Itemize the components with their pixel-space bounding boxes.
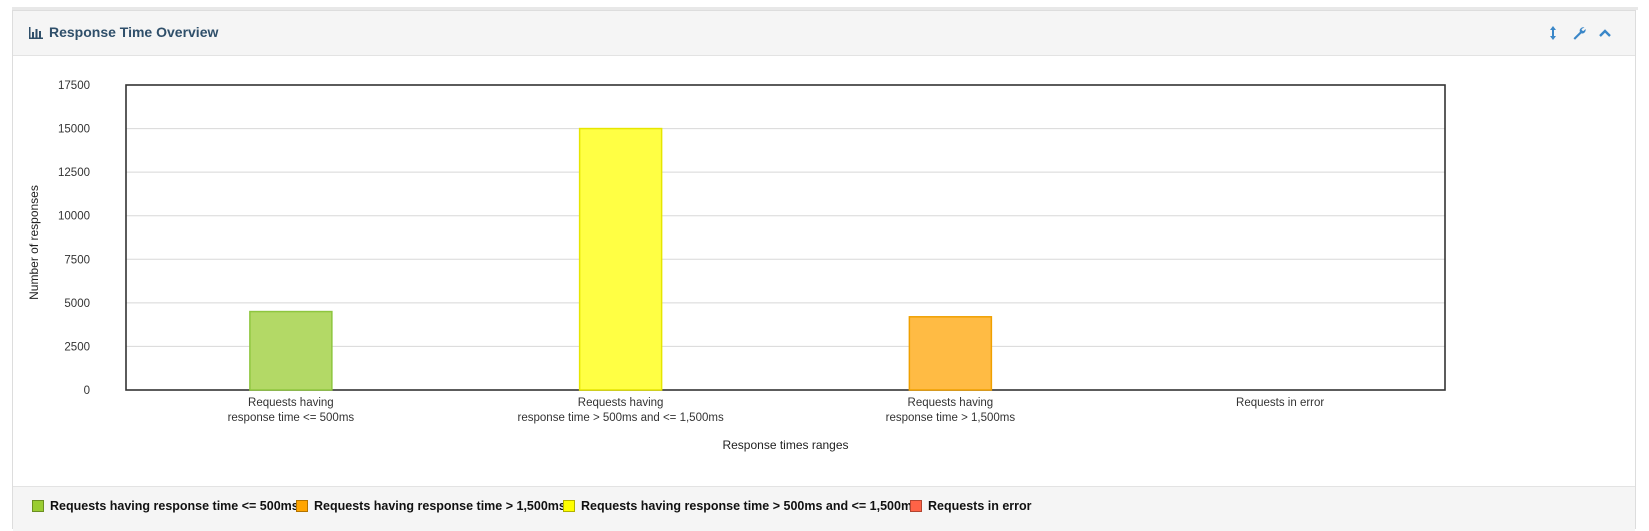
panel-title: Response Time Overview bbox=[49, 24, 219, 40]
legend-swatch bbox=[296, 500, 308, 512]
bar bbox=[249, 310, 333, 391]
legend-label: Requests having response time > 1,500ms bbox=[314, 499, 566, 513]
chart-area: 0 2500 5000 7500 10000 12500 15000 17500 Request… bbox=[13, 56, 1637, 476]
legend-swatch bbox=[910, 500, 922, 512]
legend-item[interactable]: Requests having response time > 1,500ms bbox=[296, 499, 566, 513]
y-tick-label: 2500 bbox=[64, 341, 90, 353]
x-tick-label: Requests in error bbox=[1236, 397, 1324, 409]
chart-legend: Requests having response time <= 500ms R… bbox=[13, 486, 1635, 531]
top-divider bbox=[12, 7, 1638, 10]
y-tick-label: 0 bbox=[84, 385, 90, 397]
wrench-icon[interactable] bbox=[1571, 25, 1587, 41]
bar-chart: 0 2500 5000 7500 10000 12500 15000 17500 Request… bbox=[27, 80, 1446, 452]
x-tick-label: Requests having bbox=[578, 397, 664, 409]
legend-item[interactable]: Requests in error bbox=[910, 499, 1032, 513]
x-tick-label: Requests having bbox=[248, 397, 334, 409]
y-axis-title: Number of responses bbox=[27, 185, 41, 300]
x-tick-label: Requests having bbox=[908, 397, 994, 409]
legend-label: Requests having response time <= 500ms bbox=[50, 499, 299, 513]
legend-label: Requests in error bbox=[928, 499, 1032, 513]
chevron-up-icon[interactable] bbox=[1597, 25, 1613, 41]
x-tick-label: response time > 1,500ms bbox=[886, 412, 1016, 424]
y-tick-label: 10000 bbox=[58, 211, 90, 223]
bar-chart-icon bbox=[29, 27, 43, 39]
expand-vertical-icon[interactable] bbox=[1545, 25, 1561, 41]
y-tick-label: 15000 bbox=[58, 124, 90, 136]
legend-item[interactable]: Requests having response time > 500ms an… bbox=[563, 499, 919, 513]
x-axis-title: Response times ranges bbox=[722, 438, 848, 452]
x-tick-label: response time <= 500ms bbox=[228, 412, 355, 424]
legend-swatch bbox=[32, 500, 44, 512]
panel-header: Response Time Overview bbox=[13, 11, 1635, 56]
y-tick-label: 7500 bbox=[64, 254, 90, 266]
x-tick-label: response time > 500ms and <= 1,500ms bbox=[518, 412, 724, 424]
bar bbox=[908, 316, 993, 391]
bar bbox=[578, 127, 663, 391]
legend-swatch bbox=[563, 500, 575, 512]
y-tick-label: 17500 bbox=[58, 80, 90, 92]
response-time-panel: Response Time Overview 0 2500 5000 7500 1000… bbox=[12, 10, 1637, 531]
plot-border bbox=[125, 84, 1446, 391]
y-tick-label: 5000 bbox=[64, 298, 90, 310]
legend-label: Requests having response time > 500ms an… bbox=[581, 499, 920, 513]
y-tick-label: 12500 bbox=[58, 167, 90, 179]
legend-item[interactable]: Requests having response time <= 500ms bbox=[32, 499, 299, 513]
